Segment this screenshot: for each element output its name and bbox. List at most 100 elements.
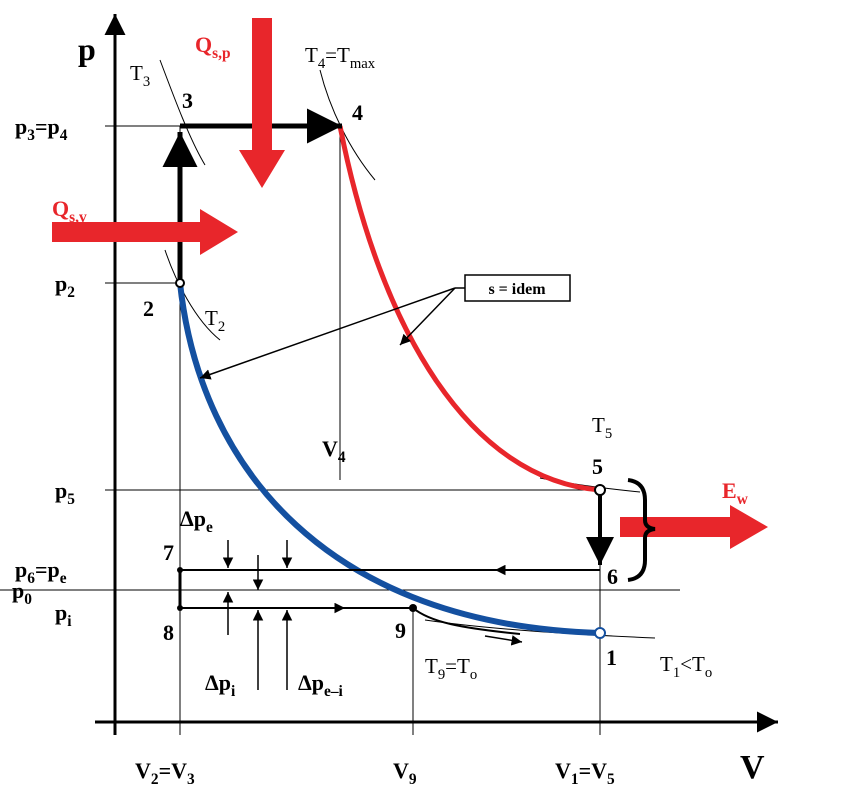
point-label: 8: [163, 620, 174, 645]
note-text: s = idem: [488, 281, 546, 298]
heat-label: Qs,p: [195, 32, 231, 62]
label-text: =p: [35, 114, 60, 139]
process-lines: [162, 108, 614, 646]
pressure-label: p5: [55, 478, 75, 508]
labels: Qs,p Qs,v Ew p3=p4 p2 p5 p6=pe p0 pi V2=…: [12, 32, 749, 788]
subscript: 5: [67, 491, 75, 508]
subscript: i: [231, 683, 236, 700]
label-text: Δp: [180, 506, 206, 531]
subscript: 3: [143, 74, 150, 90]
temperature-label: T3: [130, 61, 150, 90]
label-text: T: [130, 61, 143, 85]
subscript: 3: [27, 127, 35, 144]
point-label: 5: [592, 454, 603, 479]
brace: [627, 478, 656, 582]
subscript: e: [60, 570, 67, 587]
axes: [95, 14, 778, 735]
label-text: p: [55, 271, 67, 296]
subscript: 2: [67, 284, 75, 301]
point-label: 3: [182, 88, 193, 113]
label-text: Q: [52, 196, 69, 221]
label-text: V: [135, 758, 151, 783]
heat-label: Ew: [722, 478, 749, 508]
label-text: Q: [195, 32, 212, 57]
label-text: V: [555, 758, 571, 783]
pressure-drop-label: Δpi: [205, 670, 236, 700]
pressure-label: p2: [55, 271, 75, 301]
pressure-drop-label: Δpe: [180, 506, 213, 536]
heat-arrows: [52, 18, 768, 549]
subscript: w: [737, 491, 749, 508]
subscript: 9: [409, 771, 417, 788]
label-text: T: [592, 413, 605, 437]
label-text: p: [15, 114, 27, 139]
subscript: 2: [218, 319, 225, 335]
temperature-label: T9=To: [425, 654, 477, 683]
label-text: V: [393, 758, 409, 783]
pressure-label: p0: [12, 578, 32, 608]
volume-label: V4: [322, 436, 346, 466]
label-text: =V: [159, 758, 188, 783]
label-text: =T: [325, 43, 350, 67]
subscript: e–i: [324, 683, 344, 700]
subscript: i: [67, 613, 72, 630]
subscript: 2: [151, 771, 159, 788]
subscript: 5: [605, 426, 612, 442]
label-text: =V: [579, 758, 608, 783]
label-text: T: [425, 654, 438, 678]
label-text: Δp: [298, 670, 324, 695]
note: s = idem: [199, 274, 571, 380]
subscript: 4: [338, 449, 346, 466]
subscript: 5: [607, 771, 615, 788]
subscript: 0: [24, 591, 32, 608]
point-label: 2: [143, 296, 154, 321]
subscript: 9: [438, 667, 445, 683]
pressure-label: pi: [55, 600, 72, 630]
subscript: s,p: [212, 45, 230, 62]
subscript: max: [350, 56, 376, 72]
label-text: <T: [680, 652, 705, 676]
subscript: 4: [60, 127, 68, 144]
subscript: 1: [673, 665, 680, 681]
label-text: p: [55, 600, 67, 625]
label-text: p: [55, 478, 67, 503]
label-text: V: [322, 436, 338, 461]
label-text: p: [15, 557, 27, 582]
label-text: E: [722, 478, 737, 503]
point-labels: 1 2 3 4 5 6 7 8 9: [143, 88, 618, 670]
temperature-label: T2: [205, 306, 225, 335]
subscript: e: [206, 519, 213, 536]
subscript: 4: [318, 56, 326, 72]
temperature-label: T1<To: [660, 652, 712, 681]
pressure-drop-arrows: [222, 540, 293, 690]
pressure-drop-label: Δpe–i: [298, 670, 344, 700]
subscript: s,v: [69, 209, 87, 226]
subscript: o: [470, 667, 477, 683]
label-text: p: [12, 578, 24, 603]
subscript: o: [705, 665, 712, 681]
subscript: 3: [187, 771, 195, 788]
subscript: 1: [571, 771, 579, 788]
point-label: 7: [163, 540, 174, 565]
heat-label: Qs,v: [52, 196, 87, 226]
point-label: 6: [607, 564, 618, 589]
axis-label: p: [78, 31, 96, 67]
point-label: 9: [395, 618, 406, 643]
point-label: 4: [352, 100, 363, 125]
pressure-label: p6=pe: [15, 557, 67, 587]
label-text: T: [305, 43, 318, 67]
pressure-label: p3=p4: [15, 114, 68, 144]
temperature-label: T4=Tmax: [305, 43, 376, 72]
volume-label: V2=V3: [135, 758, 195, 788]
label-text: =p: [35, 557, 60, 582]
volume-label: V1=V5: [555, 758, 615, 788]
label-text: T: [205, 306, 218, 330]
label-text: T: [660, 652, 673, 676]
axis-label: V: [740, 749, 765, 786]
point-label: 1: [606, 645, 617, 670]
temperature-label: T5: [592, 413, 612, 442]
label-text: Δp: [205, 670, 231, 695]
label-text: =T: [445, 654, 470, 678]
subscript: 6: [27, 570, 35, 587]
